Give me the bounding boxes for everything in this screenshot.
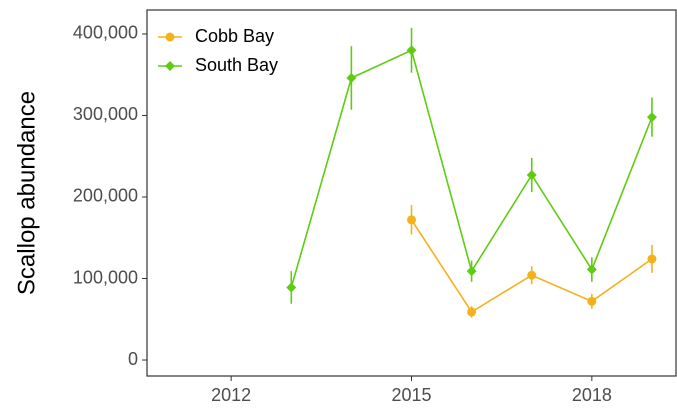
marker: [286, 282, 297, 293]
y-axis-label: Scallop abundance: [13, 91, 40, 295]
legend-label: Cobb Bay: [195, 26, 274, 46]
y-tick-label: 400,000: [73, 23, 138, 43]
legend-marker: [165, 61, 175, 71]
marker: [587, 296, 597, 306]
marker: [406, 45, 417, 56]
marker: [466, 266, 477, 277]
series-line: [410, 219, 653, 314]
marker: [346, 72, 357, 83]
legend-marker: [165, 32, 175, 42]
marker: [646, 112, 657, 123]
legend-label: South Bay: [195, 55, 278, 75]
x-tick-label: 2012: [211, 385, 251, 405]
y-tick-label: 0: [128, 349, 138, 369]
marker: [407, 215, 416, 225]
marker: [647, 254, 657, 264]
y-tick-label: 300,000: [73, 104, 138, 124]
marker: [527, 270, 537, 280]
y-tick-label: 200,000: [73, 186, 138, 206]
marker: [467, 307, 477, 317]
legend: Cobb Bay South Bay: [158, 26, 278, 75]
x-tick-label: 2015: [391, 385, 431, 405]
marker: [526, 169, 537, 180]
y-tick-label: 100,000: [73, 267, 138, 287]
marker: [586, 264, 597, 275]
series-line: [290, 49, 653, 288]
x-tick-label: 2018: [572, 385, 612, 405]
